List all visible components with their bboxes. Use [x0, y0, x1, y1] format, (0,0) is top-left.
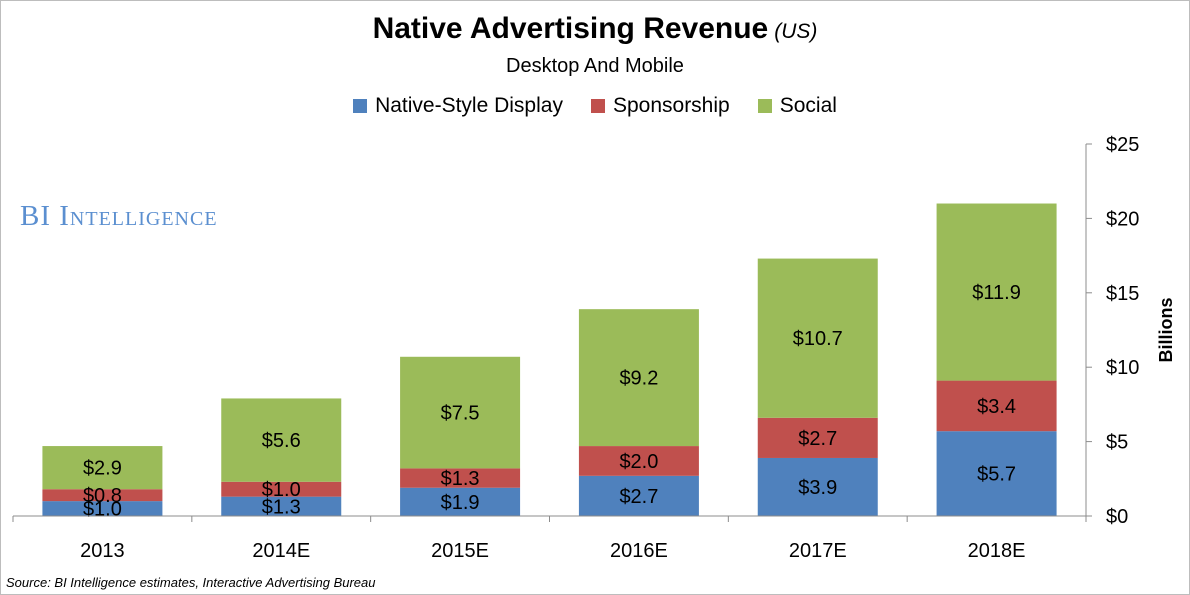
- y-tick-label: $10: [1106, 357, 1139, 379]
- bar-sponsorship-2013: [42, 489, 163, 502]
- legend-item-native-style-display: Native-Style Display: [353, 94, 563, 118]
- y-axis-title: Billions: [1156, 297, 1176, 362]
- y-tick-label: $15: [1106, 283, 1139, 305]
- data-label-sponsorship-2016e: $2.0: [619, 451, 658, 473]
- bar-sponsorship-2015e: [400, 468, 521, 488]
- x-tick-label-2014e: 2014E: [252, 540, 310, 562]
- bar-native-style-display-2018e: [936, 431, 1057, 516]
- data-label-sponsorship-2014e: $1.0: [262, 479, 301, 501]
- bar-native-style-display-2014e: [221, 496, 342, 516]
- bar-social-2017e: [757, 258, 878, 418]
- watermark-logo: BI Intelligence: [20, 200, 218, 232]
- data-label-social-2013: $2.9: [83, 458, 122, 480]
- chart-subtitle: Desktop And Mobile: [506, 55, 684, 77]
- legend-label-native-style-display: Native-Style Display: [375, 94, 563, 117]
- chart-title-suffix: (US): [774, 20, 818, 43]
- bar-sponsorship-2014e: [221, 481, 342, 497]
- bar-social-2018e: [936, 203, 1057, 381]
- y-tick-label: $25: [1106, 134, 1139, 156]
- bar-social-2013: [42, 446, 163, 490]
- legend-swatch-social: [757, 99, 772, 113]
- x-tick-label-2015e: 2015E: [431, 540, 489, 562]
- data-label-sponsorship-2018e: $3.4: [977, 396, 1016, 418]
- y-tick-label: $20: [1106, 208, 1139, 230]
- bar-sponsorship-2016e: [578, 446, 699, 476]
- legend-item-sponsorship: Sponsorship: [590, 94, 730, 118]
- data-label-native-style-display-2018e: $5.7: [977, 464, 1016, 486]
- data-label-native-style-display-2013: $1.0: [83, 499, 122, 521]
- data-label-native-style-display-2017e: $3.9: [798, 477, 837, 499]
- x-tick-label-2013: 2013: [80, 540, 125, 562]
- bar-native-style-display-2013: [42, 501, 163, 516]
- bar-social-2014e: [221, 398, 342, 482]
- bar-native-style-display-2017e: [757, 457, 878, 516]
- bar-sponsorship-2017e: [757, 417, 878, 458]
- chart-legend: Native-Style Display Sponsorship Social: [0, 94, 1190, 118]
- bar-social-2015e: [400, 356, 521, 469]
- bar-social-2016e: [578, 309, 699, 447]
- data-label-social-2018e: $11.9: [972, 282, 1021, 304]
- x-tick-label-2016e: 2016E: [610, 540, 668, 562]
- data-label-social-2015e: $7.5: [441, 403, 480, 425]
- legend-label-social: Social: [779, 94, 837, 117]
- legend-label-sponsorship: Sponsorship: [612, 94, 730, 117]
- bar-native-style-display-2016e: [578, 475, 699, 516]
- chart-title: Native Advertising Revenue (US): [0, 12, 1190, 46]
- x-tick-label-2017e: 2017E: [789, 540, 847, 562]
- data-label-native-style-display-2016e: $2.7: [619, 486, 658, 508]
- source-note: Source: BI Intelligence estimates, Inter…: [6, 575, 376, 590]
- data-label-sponsorship-2017e: $2.7: [798, 428, 837, 450]
- data-label-social-2017e: $10.7: [793, 328, 843, 350]
- legend-swatch-sponsorship: [590, 99, 605, 113]
- y-tick-label: $0: [1106, 506, 1128, 528]
- bar-sponsorship-2018e: [936, 380, 1057, 432]
- data-label-native-style-display-2015e: $1.9: [441, 492, 480, 514]
- data-label-sponsorship-2013: $0.8: [83, 485, 122, 507]
- data-label-social-2016e: $9.2: [619, 368, 658, 390]
- legend-swatch-native-style-display: [353, 99, 368, 113]
- bar-native-style-display-2015e: [400, 487, 521, 516]
- y-tick-label: $5: [1106, 432, 1128, 454]
- legend-item-social: Social: [757, 94, 837, 118]
- data-label-sponsorship-2015e: $1.3: [441, 468, 480, 490]
- x-tick-label-2018e: 2018E: [968, 540, 1026, 562]
- chart-title-main: Native Advertising Revenue: [372, 12, 769, 45]
- data-label-social-2014e: $5.6: [262, 430, 301, 452]
- data-label-native-style-display-2014e: $1.3: [262, 496, 301, 518]
